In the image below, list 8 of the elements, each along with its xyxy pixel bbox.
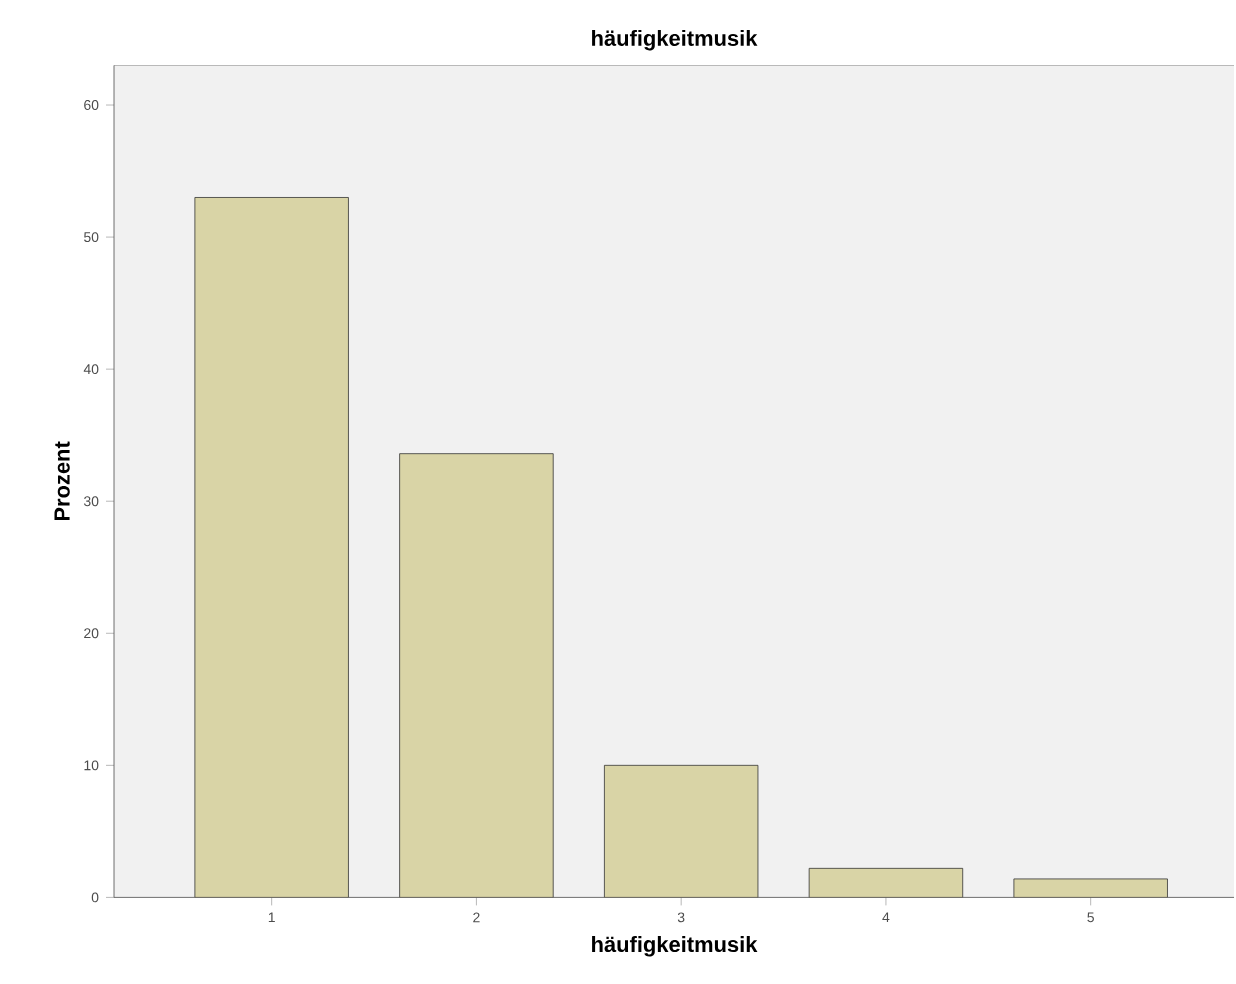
x-axis-title: häufigkeitmusik	[592, 936, 758, 957]
y-axis-title: Prozent	[54, 441, 70, 521]
bar	[1013, 878, 1168, 898]
bar	[399, 453, 554, 898]
bar	[603, 764, 759, 898]
chart-title: häufigkeitmusik	[592, 29, 758, 51]
bar	[808, 867, 964, 898]
bar	[194, 197, 349, 898]
